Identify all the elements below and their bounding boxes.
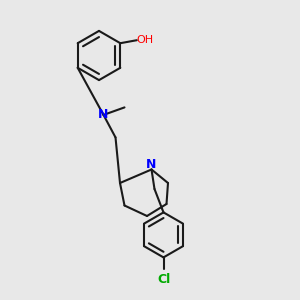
Text: OH: OH [137,34,154,45]
Text: N: N [146,158,157,172]
Text: Cl: Cl [157,273,170,286]
Text: N: N [98,108,109,122]
